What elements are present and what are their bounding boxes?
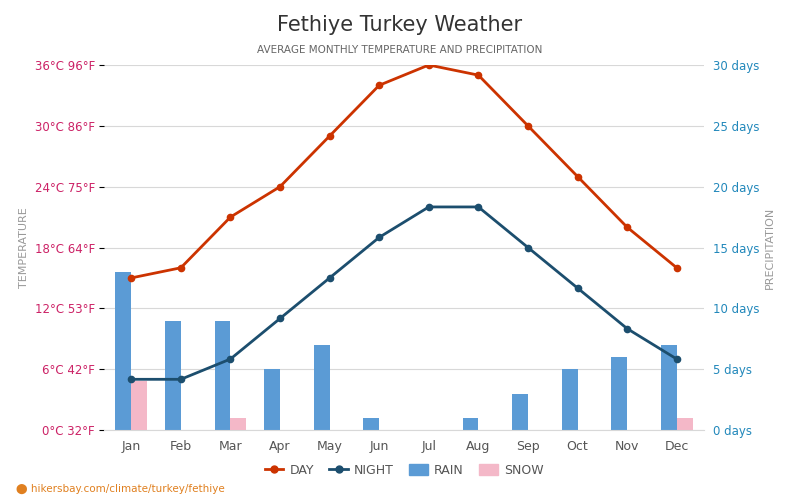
Y-axis label: PRECIPITATION: PRECIPITATION [765, 206, 775, 288]
Text: ⬤ hikersbay.com/climate/turkey/fethiye: ⬤ hikersbay.com/climate/turkey/fethiye [16, 484, 225, 494]
Bar [230, 418, 246, 430]
Bar [512, 394, 528, 430]
Text: AVERAGE MONTHLY TEMPERATURE AND PRECIPITATION: AVERAGE MONTHLY TEMPERATURE AND PRECIPIT… [258, 45, 542, 55]
Bar [562, 369, 578, 430]
Bar [462, 418, 478, 430]
Bar [314, 345, 330, 430]
Bar [661, 345, 677, 430]
Bar [214, 320, 230, 430]
Bar [363, 418, 379, 430]
Bar [115, 272, 131, 430]
Bar [677, 418, 693, 430]
Text: Fethiye Turkey Weather: Fethiye Turkey Weather [278, 15, 522, 35]
Bar [611, 357, 627, 430]
Bar [264, 369, 280, 430]
Bar [165, 320, 181, 430]
Bar [131, 382, 147, 430]
Legend: DAY, NIGHT, RAIN, SNOW: DAY, NIGHT, RAIN, SNOW [260, 459, 548, 482]
Y-axis label: TEMPERATURE: TEMPERATURE [19, 207, 29, 288]
